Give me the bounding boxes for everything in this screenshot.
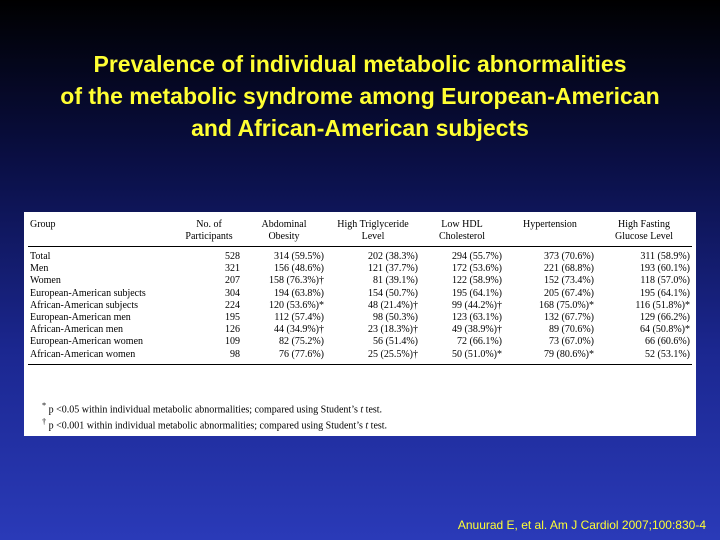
cell-hypertension: 73 (67.0%) [549,336,594,348]
header-low-hdl: Low HDL Cholesterol [420,216,504,247]
cell-high-triglyceride: 202 (38.3%) [368,251,418,262]
title-line-1: Prevalence of individual metabolic abnor… [93,51,627,77]
table-row: African-American subjects 224 120 (53.6%)*… [28,300,692,312]
cell-high-triglyceride: 56 (51.4%) [373,336,418,348]
cell-abdominal-obesity: 112 (57.4%) [274,312,324,324]
cell-group: Women [30,275,61,287]
cell-hypertension: 79 (80.6%)* [504,348,596,365]
cell-group: African-American men [30,324,124,336]
header-row: Group No. of Participants Abdominal Obesit… [28,216,692,247]
table-body: Total 528 314 (59.5%) 202 (38.3%) 294 (55.7%… [28,247,692,365]
cell-high-fasting-glucose: 193 (60.1%) [640,263,690,275]
table-row: African-American women 98 76 (77.6%) 25 (25… [28,348,692,365]
cell-hypertension: 132 (67.7%) [544,312,594,324]
cell-low-hdl: 195 (64.1%) [452,287,502,299]
cell-abdominal-obesity: 158 (76.3%)† [269,275,324,287]
cell-group: African-American subjects [30,299,139,311]
cell-participants: 321 [225,263,240,275]
header-abdominal-obesity: Abdominal Obesity [242,216,326,247]
cell-group: European-American men [30,312,131,324]
cell-group: Total [30,251,51,262]
cell-high-triglyceride: 25 (25.5%)† [326,348,420,365]
cell-high-fasting-glucose: 311 (58.9%) [640,251,690,262]
cell-hypertension: 89 (70.6%) [549,324,594,336]
table-row: Total 528 314 (59.5%) 202 (38.3%) 294 (55.7%… [28,247,692,264]
table-row: African-American men 126 44 (34.9%)† 23 (18… [28,324,692,336]
cell-hypertension: 205 (67.4%) [544,287,594,299]
cell-high-triglyceride: 98 (50.3%) [373,312,418,324]
table-row: European-American women 109 82 (75.2%) 56 (… [28,336,692,348]
cell-participants: 126 [225,324,240,336]
header-high-triglyceride: High Triglyceride Level [326,216,420,247]
title-line-3: and African-American subjects [191,115,529,141]
cell-group: European-American subjects [30,287,146,299]
cell-group: European-American women [30,336,144,348]
footnotes: * p <0.05 within individual metabolic ab… [42,400,387,433]
cell-high-fasting-glucose: 116 (51.8%)* [635,299,690,311]
cell-low-hdl: 294 (55.7%) [452,251,502,262]
cell-participants: 109 [225,336,240,348]
cell-abdominal-obesity: 76 (77.6%) [242,348,326,365]
title-line-2: of the metabolic syndrome among European… [60,83,660,109]
cell-low-hdl: 50 (51.0%)* [420,348,504,365]
header-high-fasting-glucose: High Fasting Glucose Level [596,216,692,247]
cell-low-hdl: 172 (53.6%) [452,263,502,275]
cell-group: Men [30,263,49,275]
cell-high-fasting-glucose: 195 (64.1%) [640,287,690,299]
header-participants: No. of Participants [176,216,242,247]
header-hypertension: Hypertension [504,216,596,247]
cell-abdominal-obesity: 82 (75.2%) [279,336,324,348]
cell-high-fasting-glucose: 52 (53.1%) [596,348,692,365]
cell-participants: 528 [225,251,240,262]
cell-participants: 304 [225,287,240,299]
cell-abdominal-obesity: 156 (48.6%) [274,263,324,275]
cell-high-fasting-glucose: 118 (57.0%) [640,275,690,287]
cell-low-hdl: 123 (63.1%) [452,312,502,324]
header-group: Group [28,216,176,247]
cell-high-triglyceride: 81 (39.1%) [373,275,418,287]
cell-participants: 98 [176,348,242,365]
cell-group: African-American women [28,348,176,365]
prevalence-table: Group No. of Participants Abdominal Obesit… [28,216,692,365]
cell-hypertension: 221 (68.8%) [544,263,594,275]
cell-low-hdl: 99 (44.2%)† [452,299,502,311]
table-row: Men 321 156 (48.6%) 121 (37.7%) 172 (53.6%) 2… [28,263,692,275]
cell-abdominal-obesity: 44 (34.9%)† [274,324,324,336]
footnote-1: * p <0.05 within individual metabolic ab… [42,401,383,416]
table-row: European-American men 195 112 (57.4%) 98 (5… [28,312,692,324]
cell-high-fasting-glucose: 129 (66.2%) [640,312,690,324]
slide-title: Prevalence of individual metabolic abnor… [0,48,720,144]
cell-high-triglyceride: 121 (37.7%) [368,263,418,275]
cell-low-hdl: 72 (66.1%) [457,336,502,348]
cell-participants: 224 [225,299,240,311]
cell-abdominal-obesity: 194 (63.8%) [274,287,324,299]
cell-participants: 195 [225,312,240,324]
cell-abdominal-obesity: 120 (53.6%)* [269,299,324,311]
cell-abdominal-obesity: 314 (59.5%) [274,251,324,262]
cell-low-hdl: 49 (38.9%)† [452,324,502,336]
footnote-2: † p <0.001 within individual metabolic a… [42,417,388,432]
cell-hypertension: 168 (75.0%)* [539,299,594,311]
cell-low-hdl: 122 (58.9%) [452,275,502,287]
cell-high-fasting-glucose: 66 (60.6%) [645,336,690,348]
table-row: European-American subjects 304 194 (63.8%)… [28,288,692,300]
table-panel: Group No. of Participants Abdominal Obesit… [24,212,696,436]
cell-participants: 207 [225,275,240,287]
cell-hypertension: 373 (70.6%) [544,251,594,262]
table-row: Women 207 158 (76.3%)† 81 (39.1%) 122 (58.9%… [28,275,692,287]
cell-hypertension: 152 (73.4%) [544,275,594,287]
cell-high-triglyceride: 23 (18.3%)† [368,324,418,336]
cell-high-triglyceride: 154 (50.7%) [368,287,418,299]
citation: Anuurad E, et al. Am J Cardiol 2007;100:… [457,518,706,532]
cell-high-triglyceride: 48 (21.4%)† [368,299,418,311]
cell-high-fasting-glucose: 64 (50.8%)* [640,324,690,336]
